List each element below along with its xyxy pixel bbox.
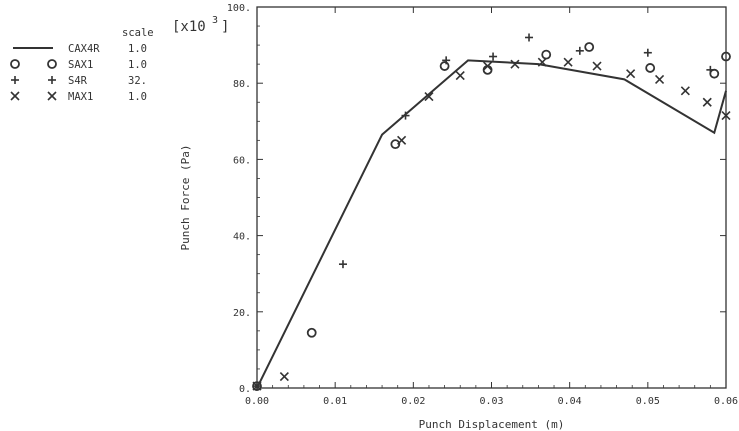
point-sax1 xyxy=(439,61,450,71)
x-axis-ticks: 0.00 0.01 0.02 0.03 0.04 0.05 0.06 xyxy=(245,7,738,407)
legend-entry-sax1: SAX1 1.0 xyxy=(10,59,147,71)
point-max1-b xyxy=(654,74,665,84)
x-tick-label: 0.03 xyxy=(479,396,503,407)
legend-series-name: MAX1 xyxy=(68,91,93,103)
point-s4r xyxy=(338,260,347,269)
legend-swatch-right xyxy=(47,59,57,69)
y-multiplier-close: ] xyxy=(221,19,229,35)
y-axis-multiplier: [x10 3] xyxy=(172,15,229,35)
series-max1 xyxy=(252,57,731,391)
y-multiplier-base: [x10 xyxy=(172,19,206,35)
point-max1 xyxy=(279,372,289,382)
y-tick-label: 0. xyxy=(239,384,251,395)
point-s4r xyxy=(575,46,584,55)
point-max1 xyxy=(397,135,407,145)
x-tick-label: 0.01 xyxy=(323,396,347,407)
y-tick-label: 80. xyxy=(233,79,251,90)
series-line-cax4r xyxy=(256,59,727,389)
legend: scale CAX4R 1.0 SAX1 1.0 S4R 32. MAX1 1.0 xyxy=(10,27,154,103)
point-max1-b xyxy=(537,57,547,67)
legend-series-scale: 1.0 xyxy=(128,59,147,71)
point-max1 xyxy=(626,69,636,79)
point-sax1 xyxy=(709,68,720,79)
series-cax4r xyxy=(256,59,727,389)
point-s4r xyxy=(442,56,451,65)
point-max1-b xyxy=(455,71,465,81)
point-max1 xyxy=(680,86,690,96)
series-layer xyxy=(252,33,731,391)
x-tick-label: 0.05 xyxy=(636,396,660,407)
y-axis-title: Punch Force (Pa) xyxy=(179,145,192,251)
legend-series-name: CAX4R xyxy=(68,43,100,55)
y-tick-label: 20. xyxy=(233,308,251,319)
point-max1-b xyxy=(563,57,573,67)
point-s4r xyxy=(706,65,715,74)
point-max1 xyxy=(592,61,602,71)
point-max1-b xyxy=(397,135,407,145)
point-sax1 xyxy=(306,327,317,338)
y-tick-label: 60. xyxy=(233,155,251,166)
point-max1-b xyxy=(424,91,434,102)
x-tick-label: 0.02 xyxy=(401,396,425,407)
point-max1 xyxy=(721,111,731,121)
legend-swatch-left xyxy=(10,59,20,69)
point-max1 xyxy=(252,381,262,391)
point-max1-b xyxy=(592,61,602,71)
point-sax1 xyxy=(721,51,731,62)
point-max1-b xyxy=(721,111,731,121)
legend-entry-cax4r: CAX4R 1.0 xyxy=(13,43,147,55)
point-max1 xyxy=(510,59,520,69)
point-max1-b xyxy=(626,69,636,79)
point-max1-b xyxy=(680,86,690,96)
plot-frame xyxy=(256,6,727,389)
legend-swatch-right xyxy=(47,91,57,101)
legend-series-scale: 32. xyxy=(128,75,147,87)
point-max1 xyxy=(537,57,547,67)
point-max1 xyxy=(563,57,573,67)
legend-series-name: S4R xyxy=(68,75,88,87)
legend-series-scale: 1.0 xyxy=(128,43,147,55)
x-tick-label: 0.00 xyxy=(245,396,269,407)
point-max1 xyxy=(424,91,434,102)
legend-swatch-right xyxy=(48,76,56,84)
point-sax1 xyxy=(584,42,595,52)
legend-swatch-left xyxy=(11,76,19,84)
point-s4r xyxy=(525,33,534,42)
legend-entry-s4r: S4R 32. xyxy=(11,75,147,87)
y-multiplier-exponent: 3 xyxy=(212,15,218,26)
x-axis-title: Punch Displacement (m) xyxy=(419,418,565,431)
point-max1-b xyxy=(483,61,493,71)
legend-swatch-left xyxy=(10,91,20,101)
point-sax1 xyxy=(541,49,552,60)
point-sax1 xyxy=(645,63,656,73)
series-sax1 xyxy=(252,42,731,391)
legend-swatch-left-b xyxy=(10,91,20,101)
point-max1-b xyxy=(510,59,520,69)
legend-header: scale xyxy=(122,27,154,39)
point-s4r xyxy=(643,48,652,57)
point-max1-b xyxy=(252,381,262,391)
point-max1 xyxy=(654,74,665,84)
point-s4r xyxy=(489,52,498,61)
legend-entry-max1: MAX1 1.0 xyxy=(10,91,147,103)
x-tick-label: 0.06 xyxy=(714,396,738,407)
point-sax1 xyxy=(390,139,401,150)
legend-series-scale: 1.0 xyxy=(128,91,147,103)
point-max1-b xyxy=(279,372,289,382)
legend-swatch-right-b xyxy=(47,91,57,101)
point-max1 xyxy=(702,97,712,107)
y-axis-ticks: 0. 20. 40. 60. 80. 100. xyxy=(227,3,726,395)
plot-axes xyxy=(256,6,727,389)
point-max1-b xyxy=(702,97,712,107)
legend-series-name: SAX1 xyxy=(68,59,93,71)
point-max1 xyxy=(483,61,493,71)
y-tick-label: 100. xyxy=(227,3,251,14)
x-tick-label: 0.04 xyxy=(558,396,582,407)
point-max1 xyxy=(455,71,465,81)
point-s4r xyxy=(401,111,410,120)
y-tick-label: 40. xyxy=(233,232,251,243)
series-s4r xyxy=(253,33,715,391)
